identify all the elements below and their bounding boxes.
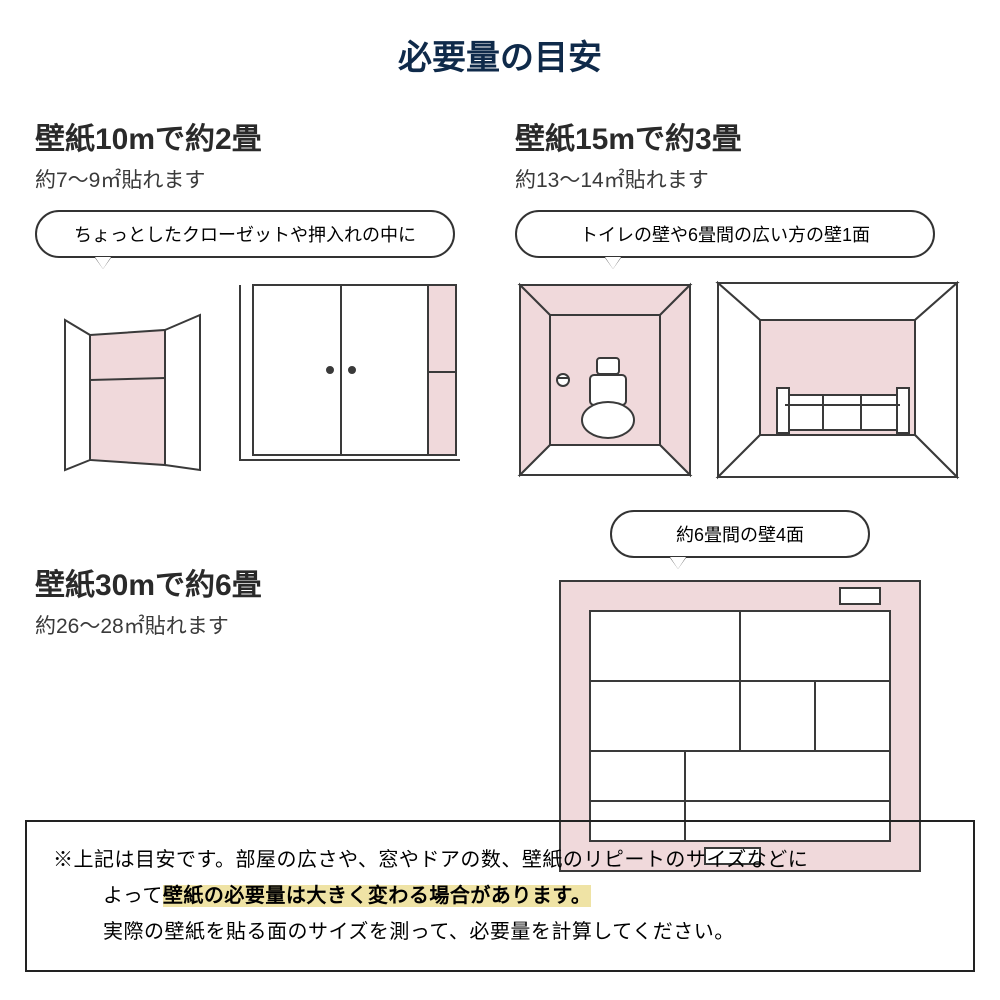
section-sub-30m: 約26～28㎡貼れます xyxy=(35,610,485,640)
closet-illustration xyxy=(35,300,215,480)
section-sub-15m: 約13～14㎡貼れます xyxy=(515,164,965,194)
section-title-10m: 壁紙10mで約2畳 xyxy=(35,114,485,158)
note-line-2: よって壁紙の必要量は大きく変わる場合があります。 xyxy=(53,878,947,914)
toilet-illustration xyxy=(515,280,695,480)
note-box: ※上記は目安です。部屋の広さや、窓やドアの数、壁紙のリピートのサイズなどに よっ… xyxy=(25,820,975,972)
oshiire-illustration xyxy=(235,280,465,480)
note-line-1: ※上記は目安です。部屋の広さや、窓やドアの数、壁紙のリピートのサイズなどに xyxy=(53,842,947,878)
bubble-30m: 約6畳間の壁4面 xyxy=(610,510,870,558)
bubble-15m: トイレの壁や6畳間の広い方の壁1面 xyxy=(515,210,935,258)
section-15m: 壁紙15mで約3畳 約13～14㎡貼れます トイレの壁や6畳間の広い方の壁1面 xyxy=(515,114,965,876)
section-sub-10m: 約7～9㎡貼れます xyxy=(35,164,485,194)
room-accent-illustration xyxy=(715,280,960,480)
section-title-15m: 壁紙15mで約3畳 xyxy=(515,114,965,158)
section-10m: 壁紙10mで約2畳 約7～9㎡貼れます ちょっとしたクローゼットや押入れの中に xyxy=(35,114,485,876)
note-line-3: 実際の壁紙を貼る面のサイズを測って、必要量を計算してください。 xyxy=(53,914,947,950)
note-highlight: 壁紙の必要量は大きく変わる場合があります。 xyxy=(163,885,592,907)
bubble-10m: ちょっとしたクローゼットや押入れの中に xyxy=(35,210,455,258)
page-title: 必要量の目安 xyxy=(35,30,965,79)
section-title-30m: 壁紙30mで約6畳 xyxy=(35,560,485,604)
section-30m: 壁紙30mで約6畳 約26～28㎡貼れます xyxy=(35,560,485,656)
